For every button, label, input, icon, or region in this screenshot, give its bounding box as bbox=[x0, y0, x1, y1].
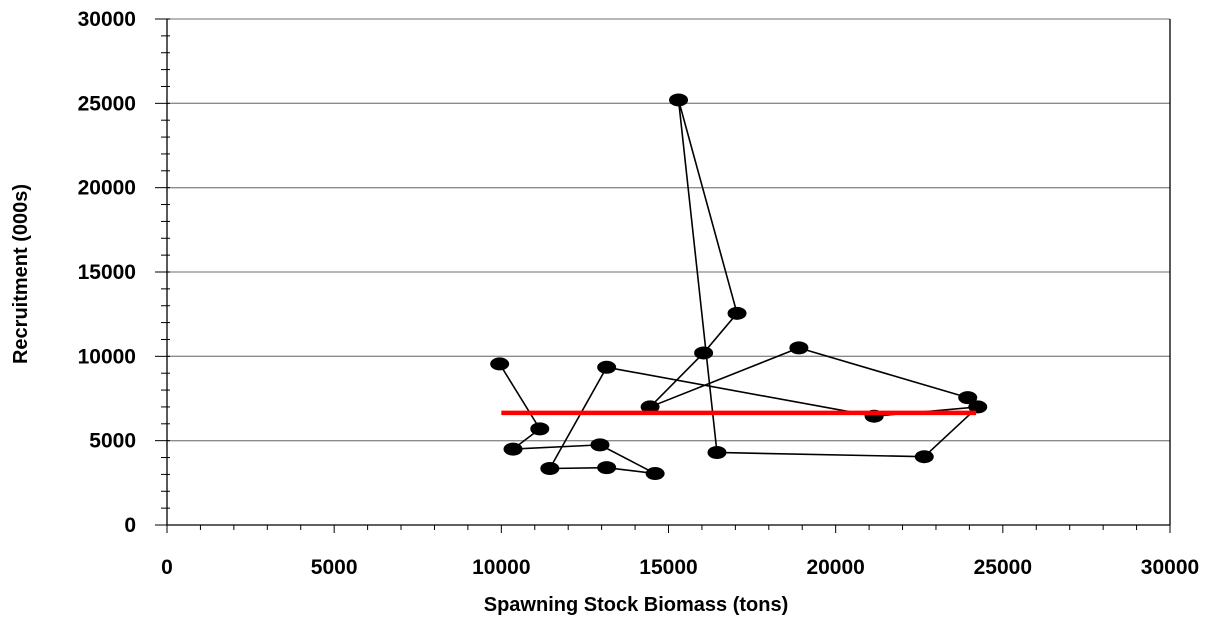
data-point-0 bbox=[490, 357, 510, 371]
data-point-2 bbox=[503, 442, 523, 456]
data-point-12 bbox=[669, 93, 689, 107]
y-tick-label-0: 0 bbox=[124, 514, 136, 537]
x-tick-label-5: 25000 bbox=[974, 556, 1032, 579]
data-point-11 bbox=[707, 445, 727, 459]
x-tick-label-6: 30000 bbox=[1141, 556, 1199, 579]
x-axis-ticks: 0 5000 10000 15000 20000 25000 30000 bbox=[161, 525, 1199, 579]
data-point-10 bbox=[914, 450, 934, 464]
y-tick-label-4: 20000 bbox=[78, 177, 136, 200]
y-tick-label-3: 15000 bbox=[78, 261, 136, 284]
y-axis-ticks: 0 5000 10000 15000 20000 25000 30000 bbox=[78, 8, 170, 537]
x-axis-title: Spawning Stock Biomass (tons) bbox=[484, 594, 788, 616]
series-layer bbox=[490, 93, 988, 481]
data-point-5 bbox=[597, 461, 617, 475]
gridlines bbox=[167, 18, 1170, 442]
data-point-16 bbox=[789, 341, 809, 355]
y-tick-label-1: 5000 bbox=[89, 430, 136, 453]
data-point-3 bbox=[590, 438, 610, 452]
x-tick-label-4: 20000 bbox=[806, 556, 864, 579]
data-point-9 bbox=[968, 400, 988, 414]
y-axis-title: Recruitment (000s) bbox=[10, 184, 32, 364]
series-0 bbox=[490, 93, 988, 481]
data-point-17 bbox=[958, 391, 978, 405]
data-point-15 bbox=[640, 400, 660, 414]
data-point-6 bbox=[540, 461, 560, 475]
y-tick-label-2: 10000 bbox=[78, 345, 136, 368]
data-point-7 bbox=[597, 360, 617, 374]
x-tick-label-2: 10000 bbox=[472, 556, 530, 579]
data-point-14 bbox=[694, 346, 714, 360]
data-point-13 bbox=[727, 306, 747, 320]
y-tick-label-5: 25000 bbox=[78, 92, 136, 115]
data-point-1 bbox=[530, 422, 550, 436]
series-0-line bbox=[498, 99, 979, 475]
y-tick-label-6: 30000 bbox=[78, 8, 136, 31]
x-tick-label-3: 15000 bbox=[639, 556, 697, 579]
data-point-4 bbox=[645, 467, 665, 481]
x-tick-label-1: 5000 bbox=[311, 556, 358, 579]
x-tick-label-0: 0 bbox=[161, 556, 173, 579]
